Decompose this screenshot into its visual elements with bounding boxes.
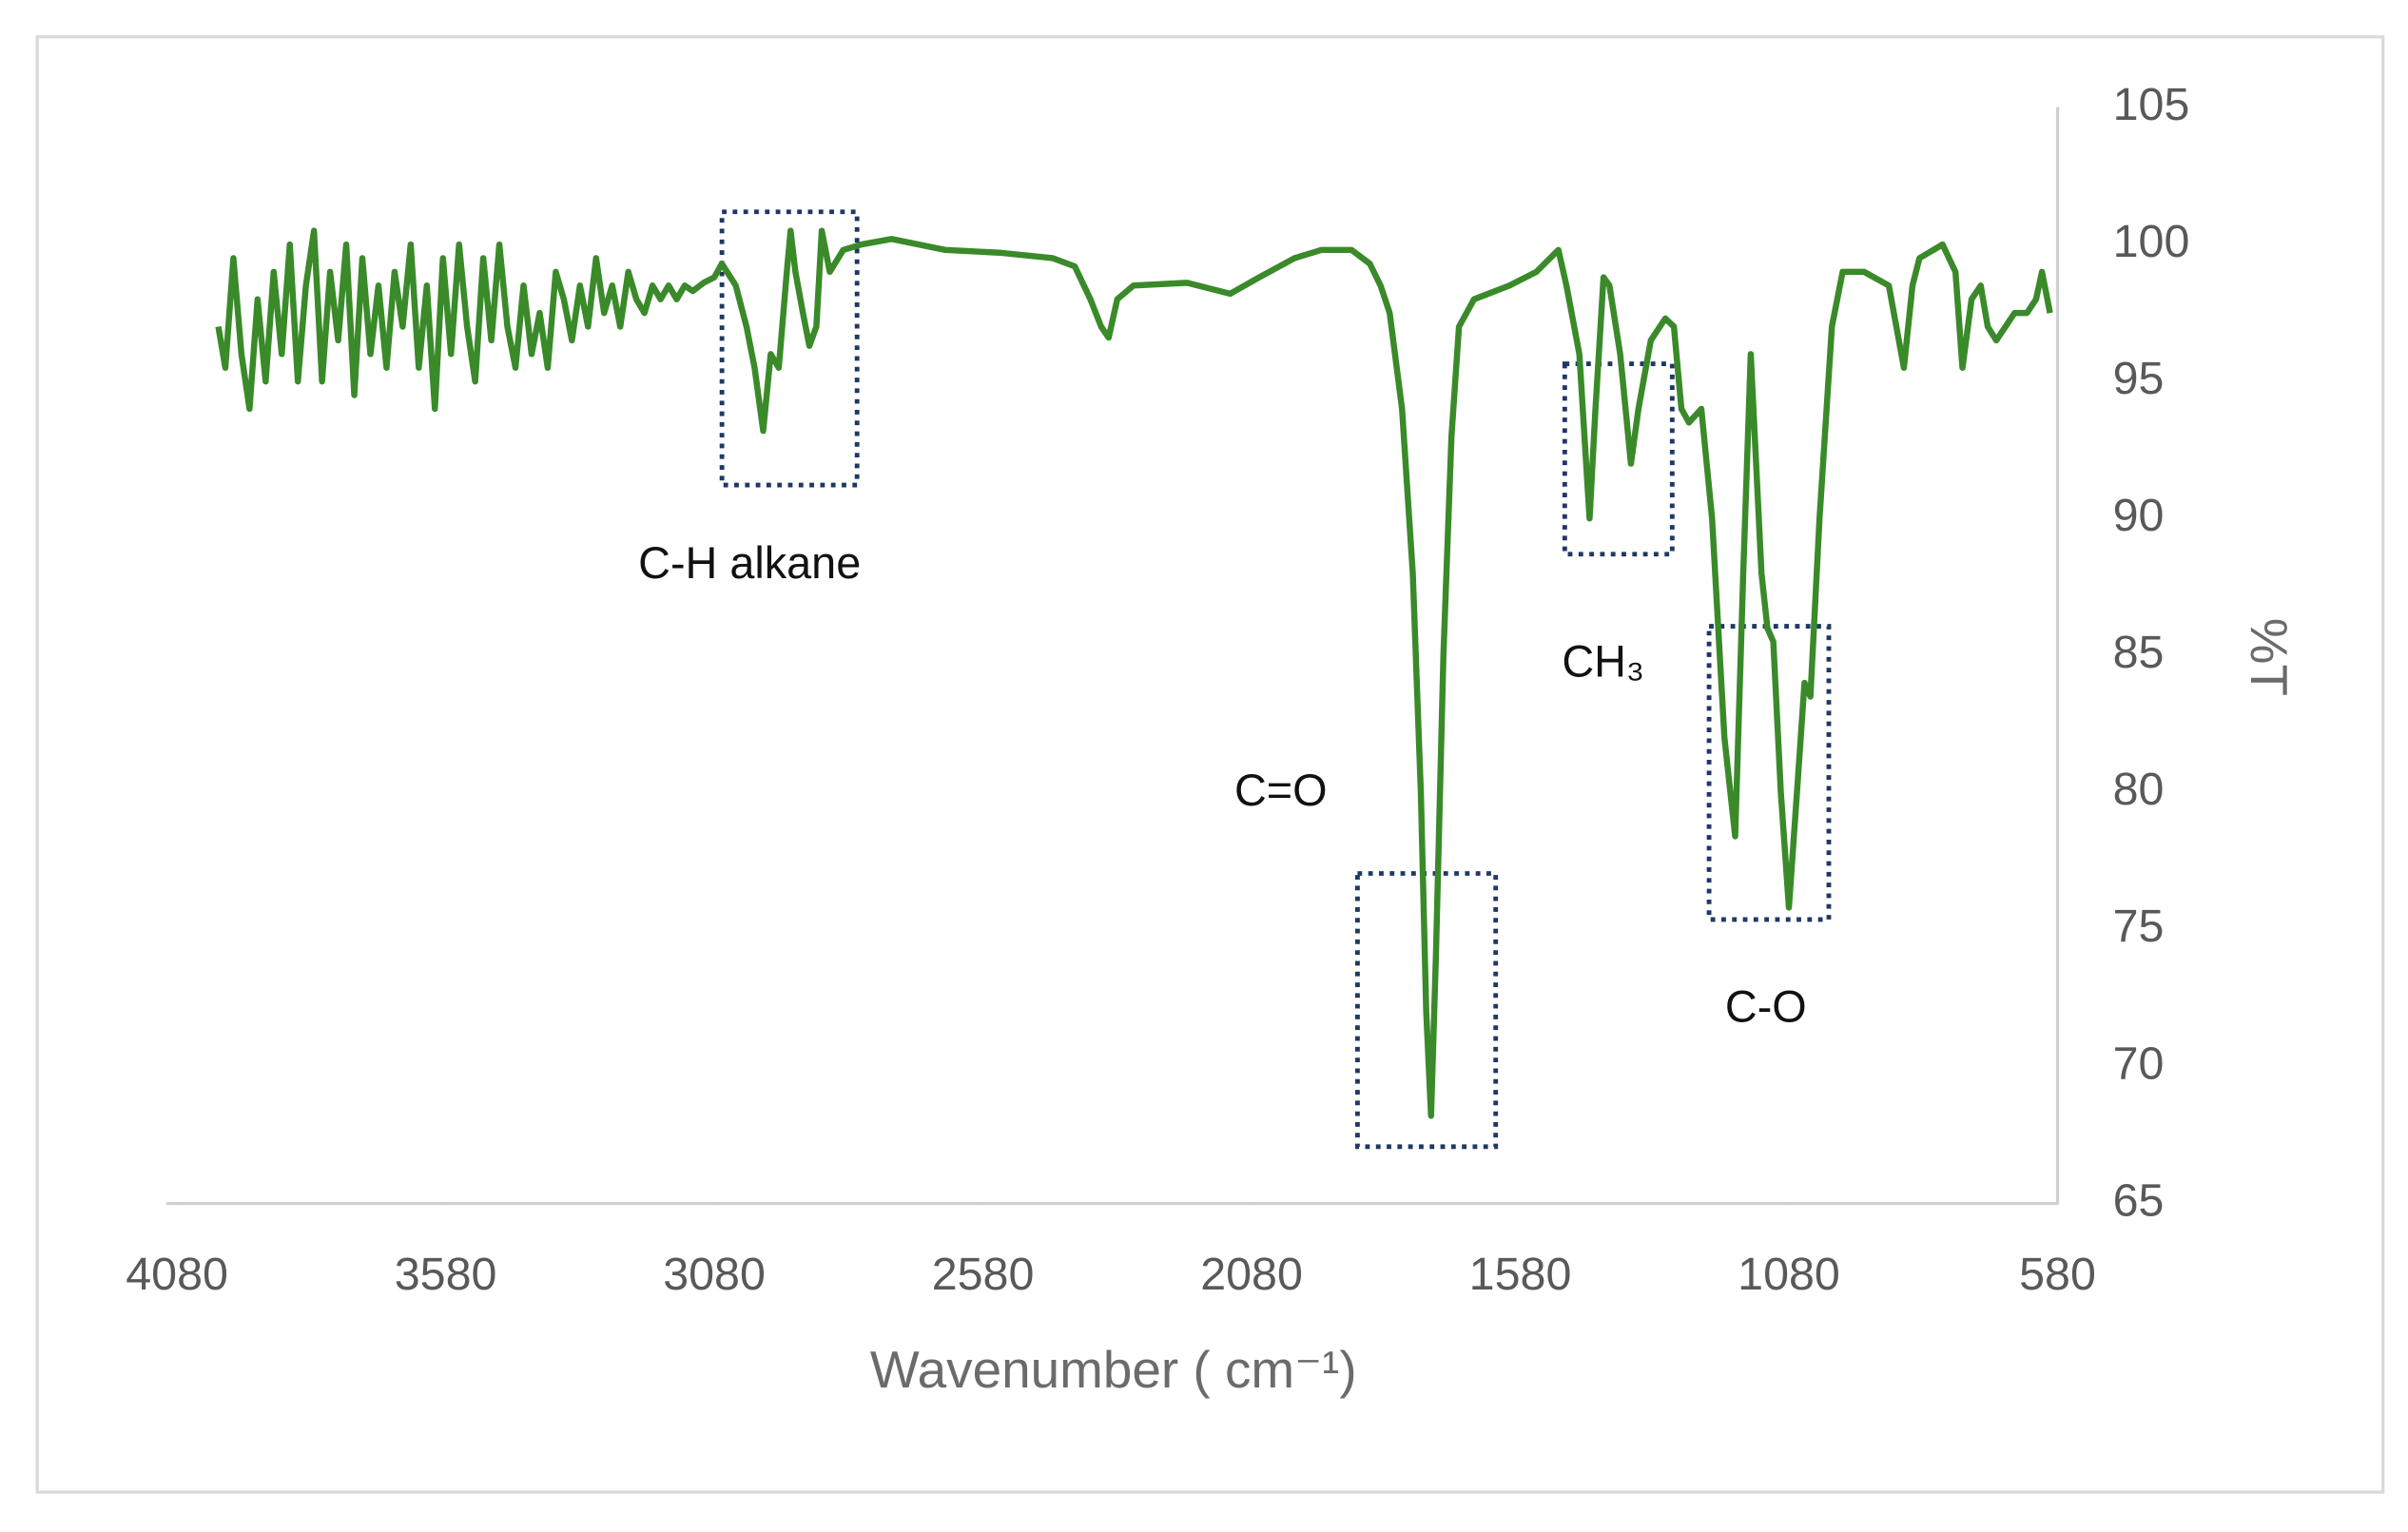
y-tick-label: 80: [2113, 764, 2165, 815]
x-tick-label: 580: [2019, 1249, 2096, 1300]
x-tick-label: 4080: [126, 1249, 228, 1300]
y-tick-label: 90: [2113, 490, 2165, 541]
annotation: C-O: [1725, 982, 1807, 1032]
x-tick-label: 3080: [663, 1249, 766, 1300]
highlight-box: [1706, 624, 1832, 922]
x-tick-label: 3580: [395, 1249, 497, 1300]
y-tick-label: 75: [2113, 901, 2165, 952]
highlight-box: [719, 209, 860, 488]
annotation: C=O: [1234, 766, 1328, 815]
y-tick-label: 95: [2113, 353, 2165, 404]
y-tick-label: 85: [2113, 627, 2165, 678]
y-axis-title: %T: [2240, 618, 2299, 696]
x-axis-title: Wavenumber ( cm⁻¹): [870, 1340, 1357, 1399]
annotation: CH₃: [1562, 636, 1644, 686]
highlight-box: [1355, 871, 1499, 1150]
x-tick-label: 1580: [1469, 1249, 1572, 1300]
annotation: C-H alkane: [638, 538, 861, 588]
x-tick-label: 2580: [932, 1249, 1035, 1300]
y-tick-label: 70: [2113, 1037, 2165, 1089]
spectrum-line: [215, 227, 2053, 1119]
x-tick-label: 1080: [1738, 1249, 1840, 1300]
y-tick-label: 65: [2113, 1174, 2165, 1226]
y-tick-label: 105: [2113, 79, 2190, 130]
x-tick-label: 2080: [1200, 1249, 1303, 1300]
chart-frame: [35, 35, 2385, 1494]
y-tick-label: 100: [2113, 216, 2190, 267]
